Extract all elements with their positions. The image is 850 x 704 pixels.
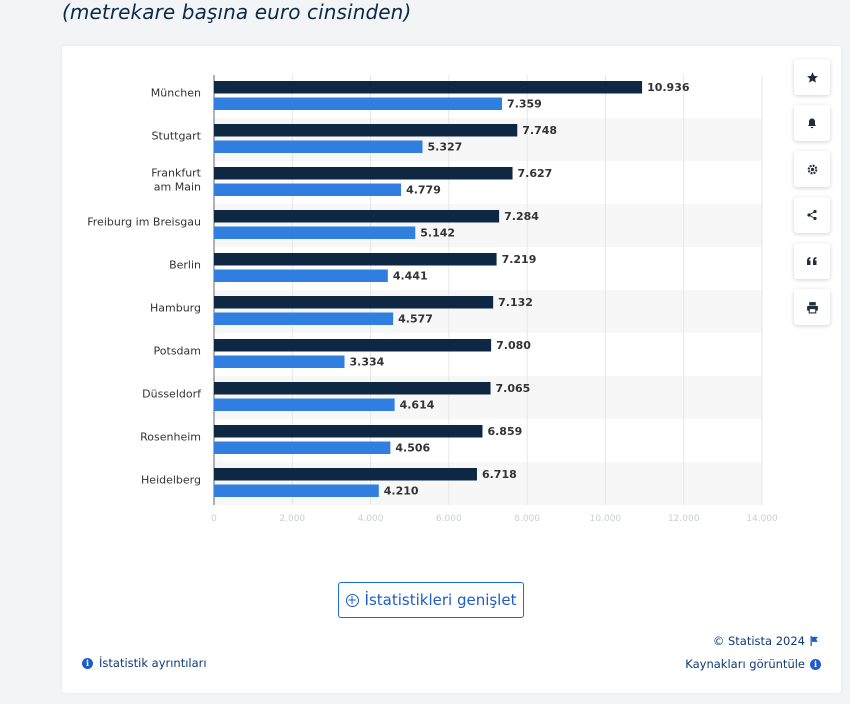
bar-value-label: 4.210: [384, 485, 419, 498]
bar-value-label: 10.936: [647, 81, 690, 94]
view-sources-label: Kaynakları görüntüle: [685, 657, 805, 671]
bar-value-label: 7.627: [518, 167, 553, 180]
favorite-button[interactable]: [794, 59, 830, 95]
x-tick-label: 12.000: [668, 514, 700, 524]
chart-subtitle: (metrekare başına euro cinsinden): [62, 0, 412, 24]
view-sources-link[interactable]: Kaynakları görüntüle i: [685, 657, 821, 671]
category-label: Hamburg: [150, 302, 201, 315]
info-icon: i: [82, 657, 93, 669]
bar[interactable]: [214, 183, 402, 197]
category-label: Düsseldorf: [142, 388, 202, 401]
bar[interactable]: [214, 339, 492, 352]
bar-value-label: 6.718: [482, 468, 517, 481]
bar-value-label: 5.142: [420, 227, 455, 240]
bar-value-label: 4.577: [398, 313, 433, 326]
category-label: München: [151, 87, 201, 100]
bar[interactable]: [214, 210, 500, 223]
x-tick-label: 8.000: [514, 514, 540, 524]
bar-value-label: 7.132: [498, 296, 533, 309]
flag-icon[interactable]: [810, 636, 819, 646]
settings-button[interactable]: [794, 151, 830, 187]
quote-icon: [807, 257, 817, 265]
statistic-details-link[interactable]: i İstatistik ayrıntıları: [82, 656, 207, 670]
category-label: Heidelberg: [141, 474, 201, 487]
bar[interactable]: [214, 226, 416, 240]
x-tick-label: 2.000: [279, 514, 305, 524]
bar-value-label: 7.065: [496, 382, 531, 395]
bar-value-label: 4.614: [400, 399, 435, 412]
category-label: Stuttgart: [152, 130, 202, 143]
category-label: Rosenheim: [140, 431, 201, 444]
expand-statistics-button[interactable]: + İstatistikleri genişlet: [338, 582, 524, 618]
bar-value-label: 7.359: [507, 98, 542, 111]
bar-value-label: 7.080: [496, 339, 531, 352]
info-icon: i: [810, 658, 821, 670]
bar-value-label: 7.748: [522, 124, 557, 137]
category-label: Berlin: [169, 259, 201, 272]
bar[interactable]: [214, 398, 395, 412]
bar[interactable]: [214, 269, 388, 283]
category-label: Frankfurt am Main: [151, 167, 201, 194]
x-tick-label: 6.000: [436, 514, 462, 524]
bar[interactable]: [214, 355, 345, 369]
x-tick-label: 10.000: [590, 514, 622, 524]
bar-value-label: 6.859: [487, 425, 522, 438]
bar[interactable]: [214, 441, 391, 455]
x-tick-label: 4.000: [358, 514, 384, 524]
star-icon: [806, 71, 818, 83]
print-icon: [806, 301, 818, 313]
share-icon: [807, 209, 817, 221]
expand-statistics-label: İstatistikleri genişlet: [364, 591, 517, 609]
bar[interactable]: [214, 296, 494, 309]
category-label: Potsdam: [154, 345, 201, 358]
bar[interactable]: [214, 81, 643, 94]
bar-value-label: 7.219: [502, 253, 537, 266]
copyright: © Statista 2024: [713, 634, 819, 648]
x-tick-label: 0: [211, 514, 217, 524]
plus-circle-icon: +: [345, 593, 359, 607]
notification-button[interactable]: [794, 105, 830, 141]
bar-value-label: 4.779: [406, 184, 441, 197]
tool-bar: [794, 59, 830, 335]
bar[interactable]: [214, 312, 394, 326]
bar[interactable]: [214, 425, 483, 438]
cite-button[interactable]: [794, 243, 830, 279]
bar-value-label: 4.506: [395, 442, 430, 455]
bar-value-label: 7.284: [504, 210, 539, 223]
bar[interactable]: [214, 484, 379, 498]
bar-value-label: 4.441: [393, 270, 428, 283]
bar-value-label: 5.327: [428, 141, 463, 154]
x-tick-label: 14.000: [746, 514, 778, 524]
share-button[interactable]: [794, 197, 830, 233]
bar[interactable]: [214, 167, 513, 180]
statistic-details-label: İstatistik ayrıntıları: [99, 656, 207, 670]
category-label: Freiburg im Breisgau: [87, 216, 201, 229]
bar[interactable]: [214, 124, 518, 137]
bell-icon: [808, 118, 816, 128]
gear-icon: [807, 164, 817, 174]
bar[interactable]: [214, 253, 497, 266]
chart-card: 10.936 7.359 München 7.748 5.327 Stuttgart 7.6…: [62, 46, 841, 693]
bar-value-label: 3.334: [350, 356, 385, 369]
bar[interactable]: [214, 382, 491, 395]
print-button[interactable]: [794, 289, 830, 325]
bar-chart: 10.936 7.359 München 7.748 5.327 Stuttgart 7.6…: [87, 75, 778, 524]
bar[interactable]: [214, 140, 423, 154]
bar[interactable]: [214, 468, 477, 481]
bar[interactable]: [214, 97, 503, 111]
copyright-text: © Statista 2024: [712, 634, 805, 648]
